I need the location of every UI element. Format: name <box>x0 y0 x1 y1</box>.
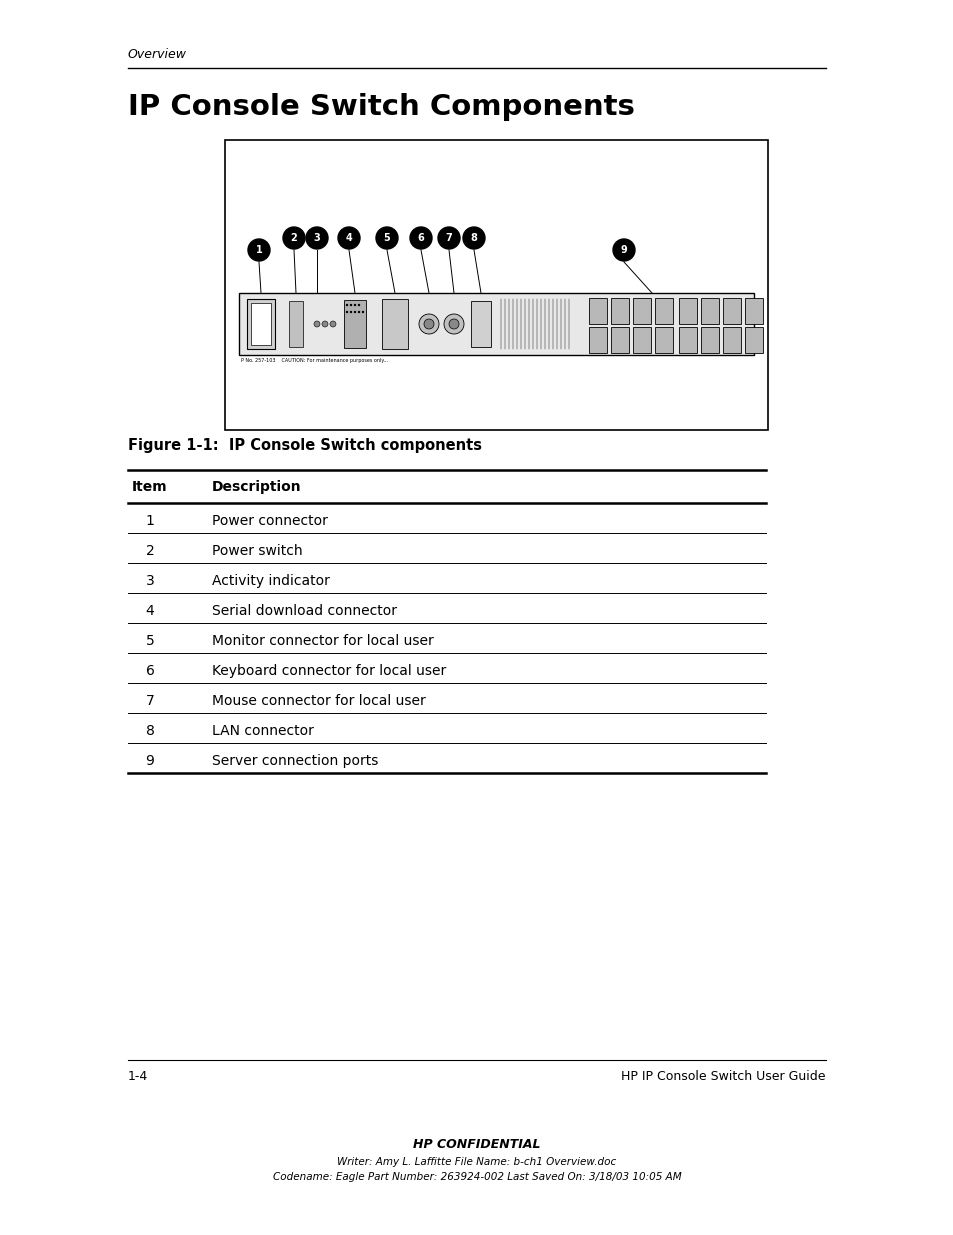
Text: LAN connector: LAN connector <box>212 724 314 737</box>
Circle shape <box>330 321 335 327</box>
Bar <box>381 299 408 350</box>
Text: Writer: Amy L. Laffitte File Name: b-ch1 Overview.doc: Writer: Amy L. Laffitte File Name: b-ch1… <box>337 1157 616 1167</box>
Text: Mouse connector for local user: Mouse connector for local user <box>212 694 425 708</box>
Text: Monitor connector for local user: Monitor connector for local user <box>212 634 434 647</box>
Circle shape <box>437 227 459 249</box>
Text: 1-4: 1-4 <box>128 1070 148 1083</box>
Circle shape <box>314 321 319 327</box>
Text: 4: 4 <box>146 604 154 618</box>
Circle shape <box>357 304 360 306</box>
Bar <box>610 298 628 324</box>
Circle shape <box>350 304 352 306</box>
Circle shape <box>345 304 348 306</box>
Bar <box>744 327 762 353</box>
Text: 6: 6 <box>146 663 154 678</box>
Text: Keyboard connector for local user: Keyboard connector for local user <box>212 663 446 678</box>
Circle shape <box>418 314 438 333</box>
Circle shape <box>345 311 348 314</box>
Bar <box>722 327 740 353</box>
Circle shape <box>410 227 432 249</box>
Circle shape <box>306 227 328 249</box>
Text: 9: 9 <box>620 245 627 254</box>
Circle shape <box>423 319 434 329</box>
Text: Serial download connector: Serial download connector <box>212 604 396 618</box>
Bar <box>247 299 274 350</box>
Bar <box>700 298 719 324</box>
Text: 9: 9 <box>146 753 154 768</box>
Circle shape <box>337 227 359 249</box>
Text: 1: 1 <box>255 245 262 254</box>
Text: 8: 8 <box>470 233 476 243</box>
Circle shape <box>449 319 458 329</box>
Text: 6: 6 <box>417 233 424 243</box>
Text: IP Console Switch Components: IP Console Switch Components <box>128 93 634 121</box>
Bar <box>722 298 740 324</box>
Circle shape <box>375 227 397 249</box>
Text: 7: 7 <box>146 694 154 708</box>
Bar <box>588 327 606 353</box>
Circle shape <box>283 227 305 249</box>
Bar <box>655 298 672 324</box>
Text: Power switch: Power switch <box>212 543 302 557</box>
Text: Activity indicator: Activity indicator <box>212 573 330 588</box>
Text: 8: 8 <box>146 724 154 737</box>
Text: P No. 257-103    CAUTION: For maintenance purposes only...: P No. 257-103 CAUTION: For maintenance p… <box>241 358 388 363</box>
Text: 7: 7 <box>445 233 452 243</box>
Text: HP CONFIDENTIAL: HP CONFIDENTIAL <box>413 1137 540 1151</box>
Circle shape <box>350 311 352 314</box>
Bar <box>679 327 697 353</box>
Circle shape <box>613 240 635 261</box>
Circle shape <box>248 240 270 261</box>
Bar <box>289 301 303 347</box>
Circle shape <box>361 311 364 314</box>
Text: Figure 1-1:  IP Console Switch components: Figure 1-1: IP Console Switch components <box>128 438 481 453</box>
Text: 3: 3 <box>314 233 320 243</box>
Text: 2: 2 <box>146 543 154 557</box>
Circle shape <box>354 311 355 314</box>
Text: Power connector: Power connector <box>212 514 328 527</box>
Bar <box>700 327 719 353</box>
Text: Server connection ports: Server connection ports <box>212 753 378 768</box>
Circle shape <box>354 304 355 306</box>
Bar <box>679 298 697 324</box>
Bar <box>633 298 650 324</box>
Text: Overview: Overview <box>128 48 187 61</box>
Text: Description: Description <box>212 480 301 494</box>
Text: 2: 2 <box>291 233 297 243</box>
Bar <box>744 298 762 324</box>
Circle shape <box>322 321 328 327</box>
Circle shape <box>443 314 463 333</box>
Circle shape <box>357 311 360 314</box>
Text: 5: 5 <box>146 634 154 647</box>
Text: 4: 4 <box>345 233 352 243</box>
Text: 3: 3 <box>146 573 154 588</box>
Bar <box>251 303 271 345</box>
Bar <box>588 298 606 324</box>
Bar <box>655 327 672 353</box>
Bar <box>239 293 753 354</box>
Bar <box>344 300 366 348</box>
Bar <box>610 327 628 353</box>
Text: HP IP Console Switch User Guide: HP IP Console Switch User Guide <box>620 1070 825 1083</box>
Text: Item: Item <box>132 480 168 494</box>
Bar <box>471 301 491 347</box>
Text: 5: 5 <box>383 233 390 243</box>
Circle shape <box>462 227 484 249</box>
Text: Codename: Eagle Part Number: 263924-002 Last Saved On: 3/18/03 10:05 AM: Codename: Eagle Part Number: 263924-002 … <box>273 1172 680 1182</box>
Bar <box>633 327 650 353</box>
Bar <box>225 140 767 430</box>
Text: 1: 1 <box>146 514 154 527</box>
